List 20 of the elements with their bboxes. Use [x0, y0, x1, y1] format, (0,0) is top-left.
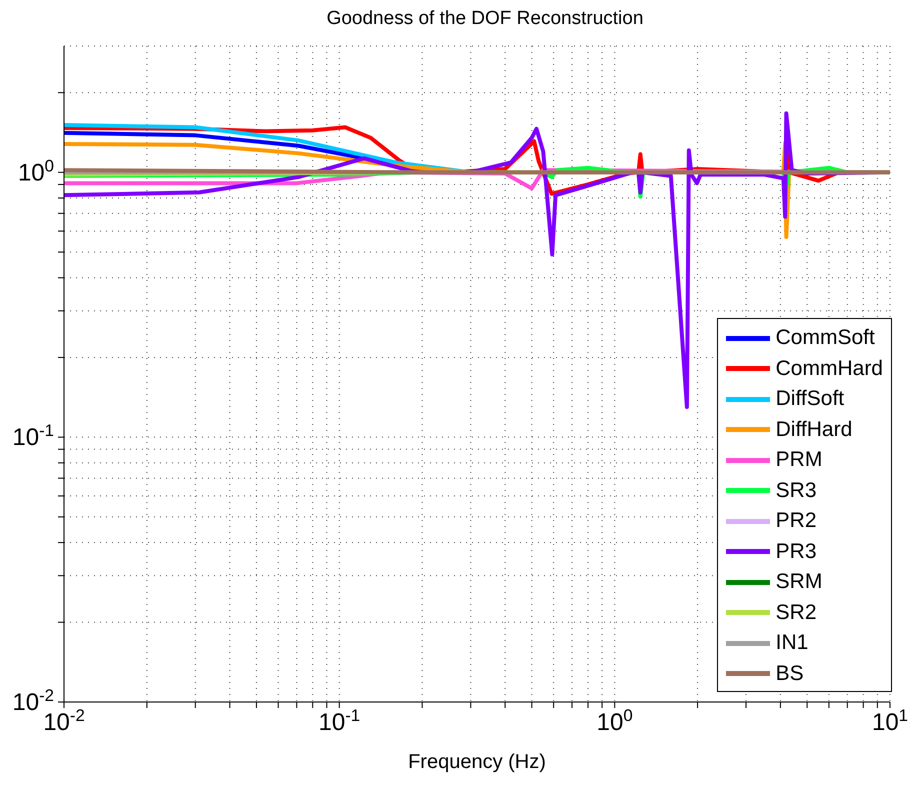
chart-title: Goodness of the DOF Reconstruction	[326, 8, 644, 31]
legend-label: PR2	[776, 509, 816, 534]
y-tick-label: 10$^{0}$	[18, 156, 54, 186]
x-tick-label: 10$^{-2}$	[43, 706, 85, 736]
legend-label: CommSoft	[776, 326, 875, 350]
legend-label: SR3	[776, 478, 816, 503]
legend-label: SR2	[776, 600, 816, 625]
legend-label: SRM	[776, 570, 822, 594]
legend-label: DiffHard	[776, 418, 852, 442]
legend-label: PR3	[776, 540, 816, 564]
legend-label: DiffSoft	[776, 387, 844, 412]
y-tick-label: 10$^{-1}$	[12, 420, 54, 452]
legend-label: PRM	[776, 448, 822, 472]
x-tick-label: 10$^{1}$	[872, 706, 908, 736]
legend-label: BS	[776, 662, 804, 686]
legend-label: IN1	[776, 631, 808, 656]
legend-label: CommHard	[776, 356, 883, 381]
x-tick-label: 10$^{0}$	[596, 706, 633, 736]
x-tick-label: 10$^{-1}$	[318, 706, 360, 736]
x-axis-title: Frequency (Hz)	[408, 751, 546, 773]
